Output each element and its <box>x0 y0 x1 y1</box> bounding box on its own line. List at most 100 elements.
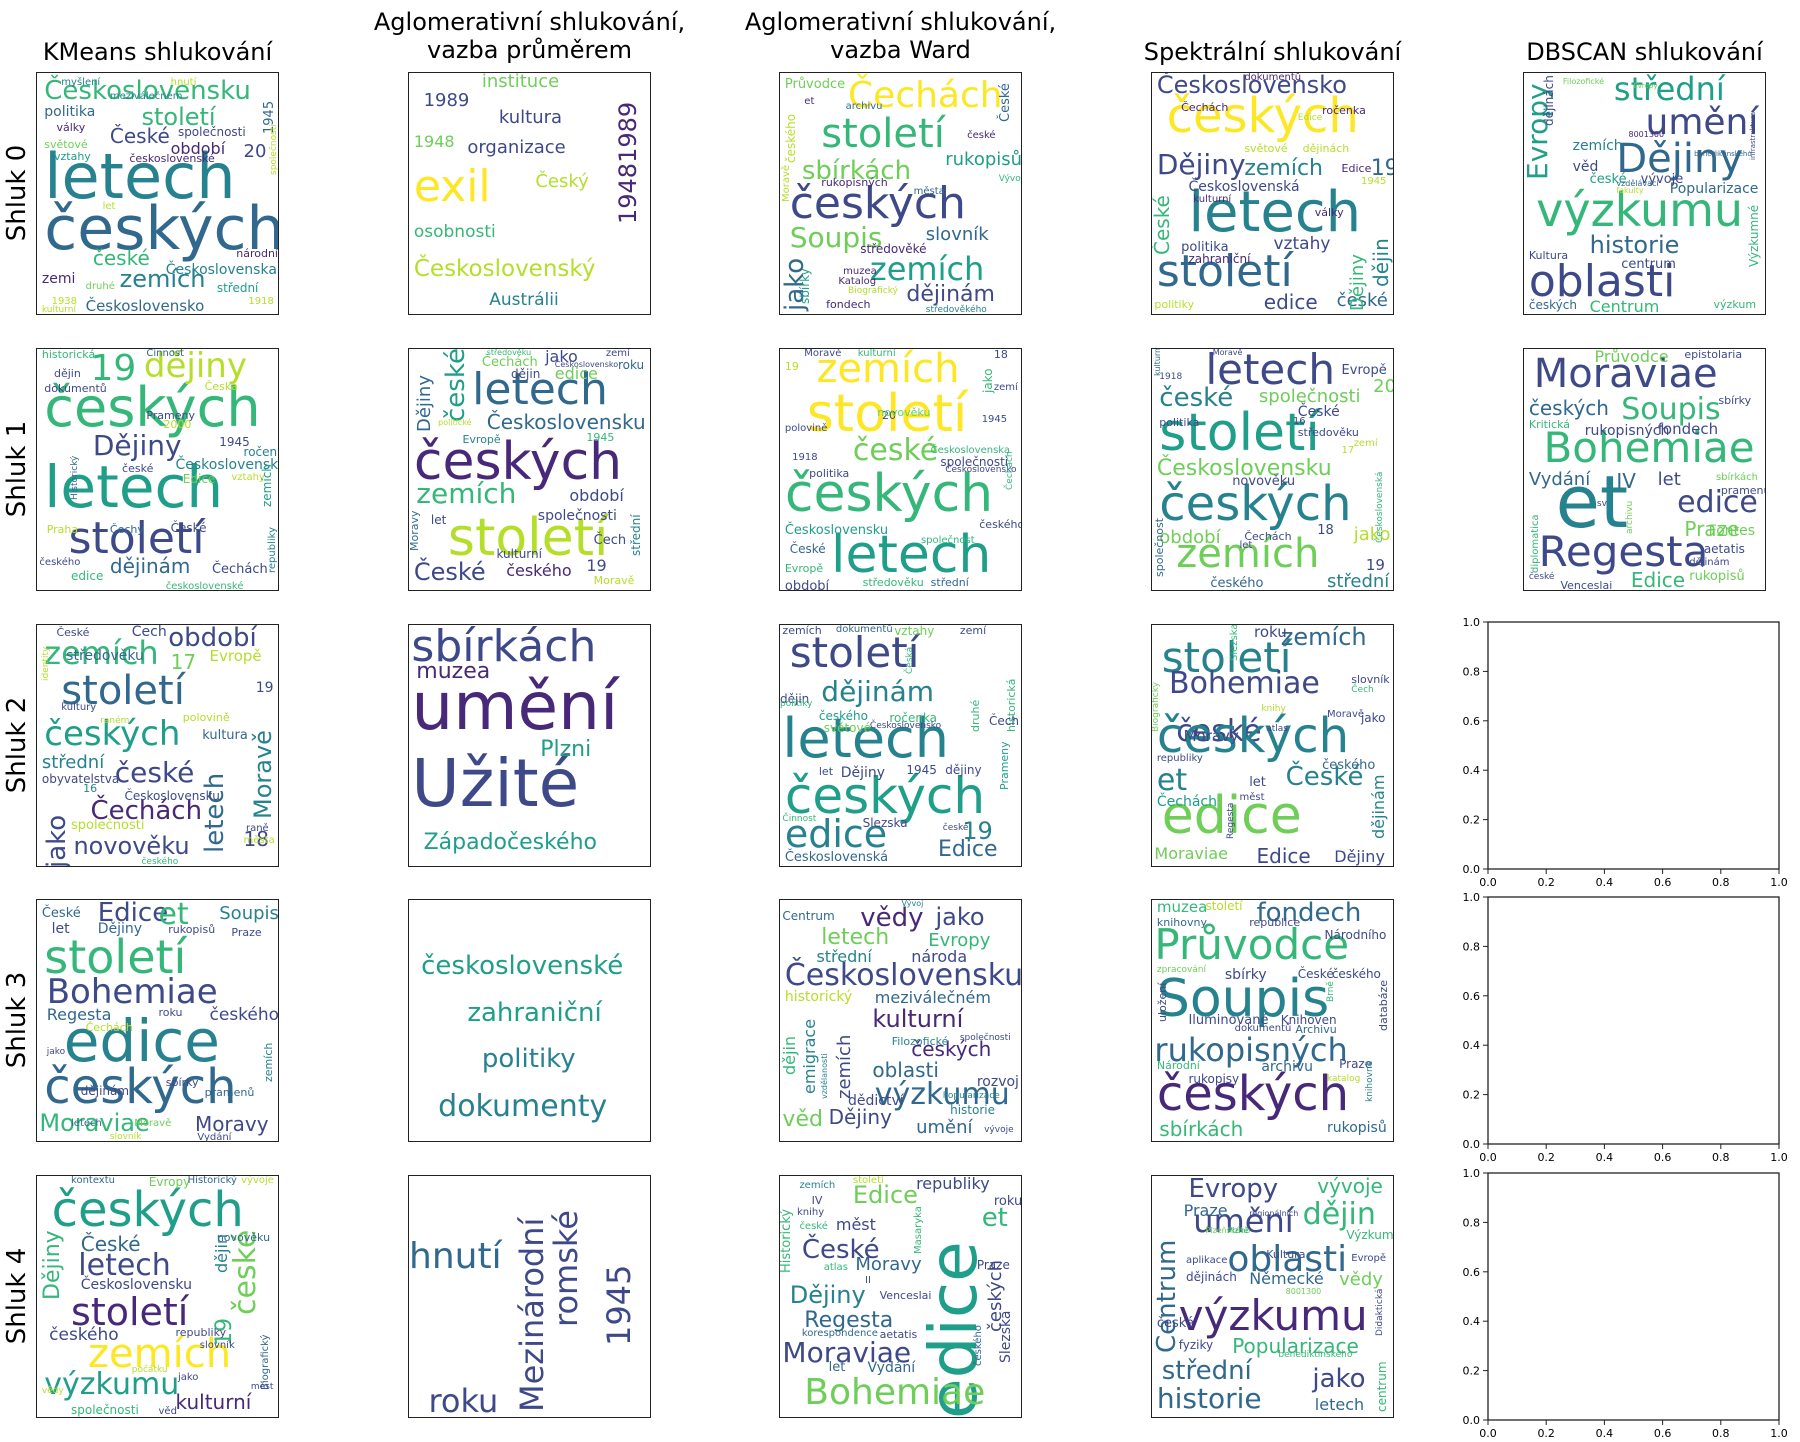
cloud-word: aetatis <box>880 1329 918 1340</box>
cloud-word: měst <box>1239 793 1264 803</box>
column-title-2: Aglomerativní shlukování, vazba Ward <box>721 8 1081 64</box>
cloud-word: dějinách <box>1543 76 1555 127</box>
cloud-word: zemích <box>782 625 821 636</box>
empty-axes-r2: 0.00.00.20.20.40.40.60.60.80.81.01.0 <box>1448 614 1799 891</box>
cloud-word: českého <box>39 558 80 568</box>
cloud-word: benediktinského <box>1694 151 1752 158</box>
cloud-word: IV <box>812 1195 823 1206</box>
cloud-word: sbírkách <box>1716 473 1758 483</box>
cloud-word: dějiny <box>945 764 981 776</box>
cloud-word: IV <box>1616 471 1636 491</box>
cloud-word: roku <box>1254 625 1287 640</box>
cloud-word: Biografický <box>1152 682 1161 732</box>
cloud-word: instituce <box>482 73 559 91</box>
x-tick-label: 0.0 <box>1479 876 1497 889</box>
cloud-word: města <box>244 836 275 846</box>
cloud-word: zemích <box>836 1035 854 1099</box>
cloud-word: 19 <box>785 361 799 372</box>
cloud-word: století <box>790 632 920 674</box>
cloud-word: Česká <box>205 381 238 392</box>
cloud-word: 2000 <box>163 419 191 430</box>
cloud-word: databáze <box>1378 980 1389 1031</box>
cloud-word: Vývoj <box>902 900 924 908</box>
cloud-word: Čechách <box>212 563 268 576</box>
cloud-word: českých <box>52 1186 244 1234</box>
cloud-word: Plzně <box>1227 1227 1248 1235</box>
cloud-word: Praze <box>977 1259 1010 1271</box>
cloud-word: 1989 <box>424 92 470 110</box>
cloud-word: archivu <box>1626 500 1635 533</box>
cloud-word: Vydání <box>867 1361 915 1375</box>
cloud-word: Edice <box>1631 570 1685 590</box>
cloud-word: fyziky <box>1179 1339 1213 1351</box>
cloud-word: dějinám <box>81 1085 129 1097</box>
y-tick-label: 0.0 <box>1463 863 1481 876</box>
cloud-word: Český <box>535 173 588 191</box>
cloud-word: Čech <box>989 715 1019 727</box>
cloud-word: let <box>829 1361 846 1374</box>
cloud-word: československé <box>421 953 623 979</box>
cloud-word: Moravy <box>1184 729 1239 744</box>
cloud-word: období <box>569 488 624 504</box>
cloud-word: středověku <box>487 349 531 357</box>
cloud-word: II <box>865 1276 871 1286</box>
cloud-word: Moravě <box>1213 349 1243 357</box>
cloud-word: společnost <box>921 536 975 546</box>
cloud-word: dějinách <box>1186 1271 1237 1283</box>
cloud-word: muzea <box>843 267 877 277</box>
cloud-word: českého <box>979 519 1022 530</box>
cloud-word: rukopisů <box>1689 570 1744 583</box>
cloud-word: slovník <box>926 226 989 244</box>
cloud-word: historie <box>1157 1385 1262 1413</box>
cloud-word: polovině <box>183 712 230 723</box>
cloud-word: vztahy <box>54 151 91 162</box>
cloud-word: edice <box>1264 292 1318 312</box>
cloud-word: politiky <box>1154 299 1194 310</box>
cloud-word: dějinám <box>1689 558 1729 568</box>
cloud-word: České <box>56 627 89 638</box>
cloud-word: kultura <box>499 109 562 127</box>
cloud-word: et <box>982 1205 1008 1231</box>
cloud-word: Československu <box>81 1278 192 1292</box>
cloud-word: Regesta <box>1539 531 1709 573</box>
cloud-word: Dějiny <box>98 922 142 936</box>
cloud-word: století <box>1205 900 1242 912</box>
cloud-word: české <box>122 463 153 474</box>
cloud-word: Západočeského <box>424 832 597 854</box>
cloud-word: Moravy <box>195 1114 269 1134</box>
cloud-word: českého <box>210 1007 279 1024</box>
cloud-word: zpracování <box>1157 966 1206 975</box>
cloud-word: kulturní <box>1193 195 1231 205</box>
cloud-word: Moravě <box>594 575 635 586</box>
cloud-word: Centrum <box>1590 299 1660 315</box>
cloud-word: politiky <box>482 1046 576 1072</box>
y-tick-label: 1.0 <box>1463 891 1481 904</box>
cloud-word: Dějiny <box>790 1283 866 1307</box>
cloud-word: kulturní <box>1154 348 1162 376</box>
cloud-word: knihy <box>1261 705 1285 714</box>
cloud-word: vztahy <box>894 625 934 637</box>
cloud-word: středověkého <box>926 306 987 315</box>
cloud-word: kontextu <box>71 1176 115 1186</box>
cloud-word: polovině <box>785 424 828 434</box>
cloud-word: 18 <box>994 349 1008 360</box>
x-tick-label: 0.6 <box>1654 1427 1672 1440</box>
y-tick-label: 0.8 <box>1463 1216 1481 1229</box>
cloud-word: Československý <box>414 258 596 281</box>
cloud-word: Evropě <box>1351 1254 1386 1264</box>
cloud-word: Praha <box>47 524 78 535</box>
cloud-word: českého <box>1322 759 1375 772</box>
cloud-word: jako <box>47 1048 65 1057</box>
cloud-word: hnutí <box>409 1239 502 1275</box>
wordcloud-panel-r0-c3: ČeskoslovenskočeskýchDějinyzemích19letec… <box>1151 72 1394 315</box>
empty-axes-r4: 0.00.00.20.20.40.40.60.60.80.81.01.0 <box>1448 1165 1799 1442</box>
x-tick-label: 0.6 <box>1654 1151 1672 1164</box>
cloud-word: Biografický <box>848 287 898 296</box>
cloud-word: aetatis <box>1704 543 1745 555</box>
row-label-1: Shluk 1 <box>2 389 32 549</box>
cloud-word: české <box>967 131 995 141</box>
cloud-word: ročenka <box>1322 105 1366 116</box>
